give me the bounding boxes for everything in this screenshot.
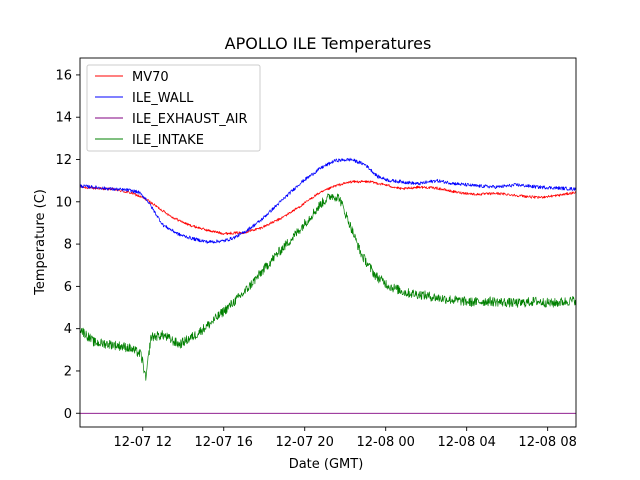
series-line-ile-intake: [80, 193, 576, 381]
x-tick-label: 12-08 04: [437, 435, 495, 450]
x-tick-label: 12-07 20: [275, 435, 333, 450]
x-tick-label: 12-08 08: [518, 435, 576, 450]
series-layer: [80, 157, 576, 414]
y-tick-label: 14: [55, 111, 72, 126]
x-tick-label: 12-07 16: [195, 435, 253, 450]
y-tick-label: 2: [64, 364, 72, 379]
y-tick-label: 10: [55, 195, 72, 210]
plot-area-frame: [79, 57, 577, 428]
y-tick-label: 16: [55, 68, 72, 83]
y-axis: 0 2 4 6 8 10 12 14 16: [55, 68, 80, 422]
legend-label-ile-wall: ILE_WALL: [132, 91, 194, 106]
y-tick-label: 8: [64, 238, 72, 253]
chart-title: APOLLO ILE Temperatures: [225, 34, 432, 53]
x-axis-title: Date (GMT): [289, 457, 364, 472]
legend-label-ile-intake: ILE_INTAKE: [132, 133, 204, 148]
x-tick-label: 12-08 00: [356, 435, 414, 450]
legend-label-mv70: MV70: [132, 70, 169, 85]
y-tick-label: 6: [64, 280, 72, 295]
y-tick-label: 4: [64, 322, 72, 337]
legend: MV70 ILE_WALL ILE_EXHAUST_AIR ILE_INTAKE: [86, 64, 261, 152]
series-line-mv70: [80, 180, 576, 236]
y-tick-label: 0: [64, 407, 72, 422]
y-axis-title: Temperature (C): [33, 189, 48, 296]
y-tick-label: 12: [55, 153, 72, 168]
x-axis: 12-07 12 12-07 16 12-07 20 12-08 00 12-08 04…: [114, 427, 577, 450]
x-tick-label: 12-07 12: [114, 435, 172, 450]
legend-label-ile-exhaust-air: ILE_EXHAUST_AIR: [132, 112, 248, 127]
series-line-ile-wall: [80, 157, 576, 244]
legend-frame: [86, 64, 261, 152]
